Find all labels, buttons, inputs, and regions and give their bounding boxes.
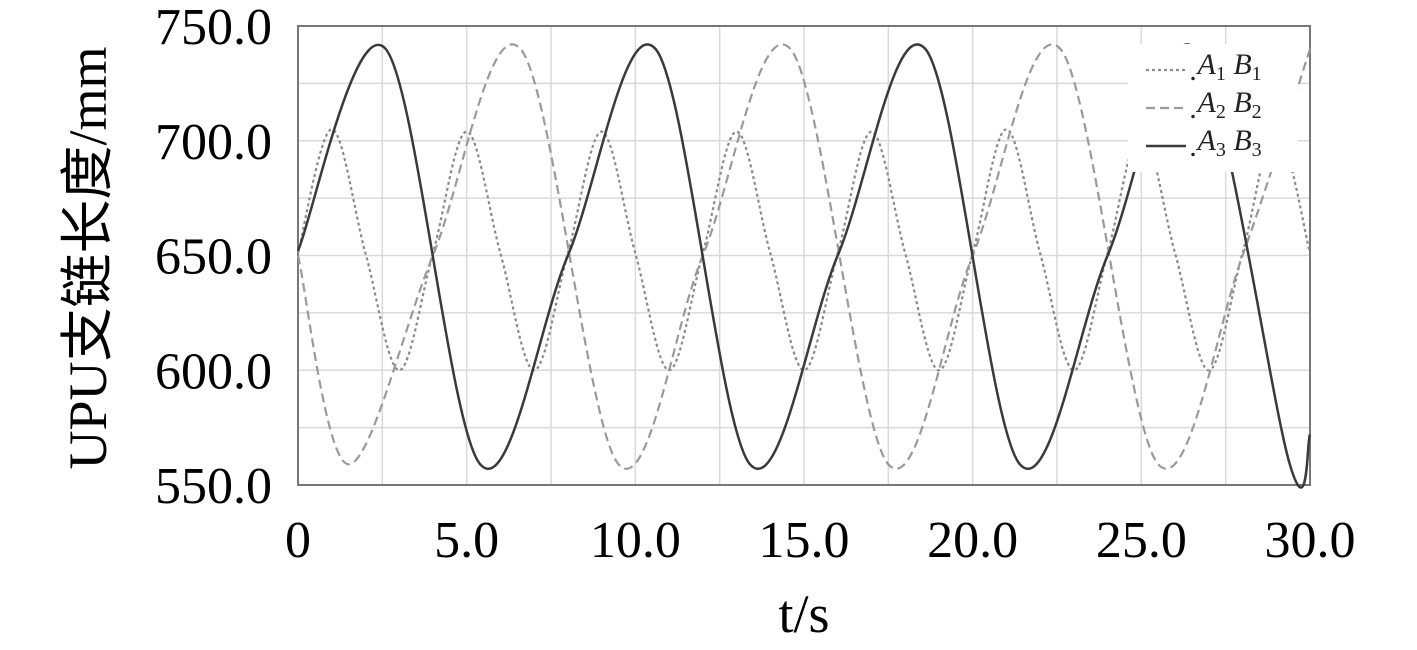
y-tick-label: 550.0 <box>155 458 272 515</box>
legend-label: .A3 B3 <box>1190 124 1262 163</box>
series-line-2 <box>296 43 1312 470</box>
legend: .A1 B1.A2 B2.A3 B3 <box>1128 44 1298 172</box>
x-axis-ticks: 0 5.0 10.0 15.0 20.0 25.0 30.0 <box>285 512 1356 569</box>
y-tick-label: 600.0 <box>155 343 272 400</box>
y-axis-ticks: 550.0 600.0 650.0 700.0 750.0 <box>155 0 272 515</box>
y-tick-label: 650.0 <box>155 229 272 286</box>
x-tick-label: 0 <box>285 512 311 569</box>
y-axis-title: UPU支链长度/mm <box>58 46 118 469</box>
legend-background <box>1128 44 1298 172</box>
x-tick-label: 10.0 <box>590 512 681 569</box>
y-tick-label: 700.0 <box>155 114 272 171</box>
x-tick-label: 25.0 <box>1096 512 1187 569</box>
x-tick-label: 15.0 <box>759 512 850 569</box>
y-tick-label: 750.0 <box>155 0 272 56</box>
x-tick-label: 30.0 <box>1265 512 1356 569</box>
x-axis-title: t/s <box>778 584 829 644</box>
x-tick-label: 20.0 <box>927 512 1018 569</box>
x-tick-label: 5.0 <box>434 512 499 569</box>
legend-label: .A1 B1 <box>1190 48 1262 87</box>
legend-label: .A2 B2 <box>1190 86 1262 125</box>
